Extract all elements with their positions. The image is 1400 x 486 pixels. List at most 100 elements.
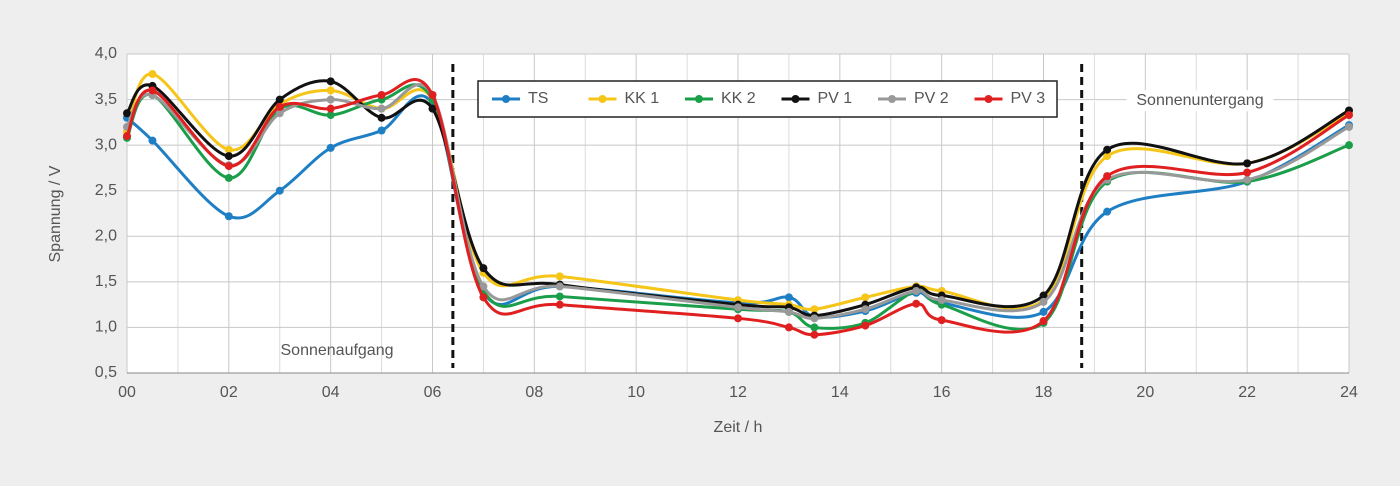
data-point [1345,111,1353,120]
legend-marker [695,95,703,103]
data-point [224,173,233,182]
data-point [479,264,488,273]
data-point [377,113,386,122]
data-point [861,305,870,314]
data-point [326,104,335,113]
data-point [224,162,233,171]
data-point [148,70,157,79]
data-point [479,282,488,291]
x-tick-label: 02 [220,384,238,401]
data-point [326,95,335,104]
data-point [1039,317,1048,326]
legend-label: KK 2 [721,90,756,107]
data-point [326,86,335,95]
data-point [224,212,233,221]
x-tick-label: 16 [933,384,951,401]
data-point [326,77,335,86]
data-point [1103,172,1112,181]
data-point [123,109,131,118]
x-tick-label: 04 [322,384,340,401]
legend-label: KK 1 [625,90,660,107]
data-point [326,143,335,152]
data-point [555,272,564,281]
data-point [1243,175,1252,184]
x-tick-label: 10 [627,384,645,401]
data-point [275,95,284,104]
data-point [784,307,793,316]
data-point [555,282,564,291]
legend-label: TS [528,90,548,107]
y-tick-label: 2,5 [95,182,117,199]
y-axis-label: Spannung / V [47,165,64,262]
data-point [734,303,742,312]
data-point [224,145,233,154]
x-tick-label: 06 [424,384,442,401]
y-tick-label: 3,0 [95,136,117,153]
data-point [1345,122,1353,131]
legend-marker [888,95,896,103]
legend-label: PV 2 [914,90,949,107]
data-point [479,293,488,302]
data-point [555,292,564,301]
data-point [810,330,819,339]
legend-marker [791,95,800,103]
annotation: Sonnenaufgang [281,342,394,359]
legend-box [477,80,1058,118]
legend-marker [984,95,993,103]
legend-marker [598,95,607,103]
y-tick-label: 1,0 [95,319,117,336]
y-tick-label: 2,0 [95,228,117,245]
data-point [1103,145,1112,154]
y-tick-label: 3,5 [95,91,117,108]
annotation: Sonnenuntergang [1136,92,1263,109]
data-point [912,286,921,295]
y-tick-label: 0,5 [95,364,117,381]
data-point [1345,141,1353,150]
series-line [125,79,1350,318]
data-point [275,186,284,195]
data-point [912,299,921,308]
data-point [810,323,819,332]
data-point [784,293,793,302]
data-point [784,323,793,332]
data-point [148,86,157,95]
x-tick-label: 00 [118,384,136,401]
legend-label: PV 1 [818,90,853,107]
x-tick-label: 18 [1035,384,1053,401]
data-point [937,296,946,305]
data-point [1039,291,1048,300]
data-point [734,314,742,323]
data-point [428,91,437,100]
x-axis-label: Zeit / h [714,419,763,436]
data-point [1103,207,1112,216]
x-tick-label: 14 [831,384,849,401]
data-point [1243,159,1252,168]
data-point [123,132,131,141]
data-point [326,111,335,120]
data-point [1039,297,1048,306]
data-point [937,316,946,325]
data-point [810,314,819,323]
x-tick-label: 08 [525,384,543,401]
y-tick-label: 4,0 [95,45,117,62]
x-tick-label: 12 [729,384,747,401]
annotation-bg [1126,90,1274,112]
x-tick-label: 22 [1238,384,1256,401]
legend-label: PV 3 [1011,90,1046,107]
x-tick-label: 20 [1136,384,1154,401]
x-tick-label: 24 [1340,384,1358,401]
data-point [377,126,386,135]
data-point [1039,307,1048,316]
legend-marker [502,95,510,103]
data-point [861,293,870,302]
data-point [1103,152,1112,161]
data-point [861,321,870,330]
data-point [810,305,819,314]
y-tick-label: 1,5 [95,273,117,290]
data-point [428,104,437,113]
data-point [224,152,233,161]
data-point [275,102,284,111]
data-point [377,91,386,100]
